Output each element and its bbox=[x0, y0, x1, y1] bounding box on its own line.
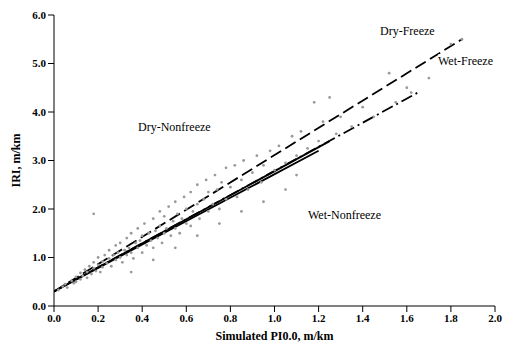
svg-text:0.0: 0.0 bbox=[47, 312, 61, 324]
svg-text:0.2: 0.2 bbox=[91, 312, 105, 324]
svg-text:0.6: 0.6 bbox=[179, 312, 193, 324]
html-text:Wet-Nonfreeze: Wet-Nonfreeze bbox=[308, 208, 381, 222]
svg-text:1.6: 1.6 bbox=[400, 312, 414, 324]
html-text:Dry-Freeze: Dry-Freeze bbox=[380, 24, 435, 38]
svg-text:1.0: 1.0 bbox=[32, 251, 46, 263]
svg-text:0.8: 0.8 bbox=[224, 312, 238, 324]
svg-text:3.0: 3.0 bbox=[32, 154, 46, 166]
svg-text:Simulated PI0.0, m/km: Simulated PI0.0, m/km bbox=[215, 329, 333, 343]
svg-text:2.0: 2.0 bbox=[32, 203, 46, 215]
svg-text:5.0: 5.0 bbox=[32, 57, 46, 69]
svg-text:IRI, m/km: IRI, m/km bbox=[9, 133, 23, 187]
svg-text:1.0: 1.0 bbox=[268, 312, 282, 324]
svg-text:4.0: 4.0 bbox=[32, 106, 46, 118]
svg-text:0.4: 0.4 bbox=[135, 312, 149, 324]
svg-text:6.0: 6.0 bbox=[32, 9, 46, 21]
svg-text:1.2: 1.2 bbox=[312, 312, 326, 324]
svg-text:1.8: 1.8 bbox=[444, 312, 458, 324]
html-text:Dry-Nonfreeze: Dry-Nonfreeze bbox=[138, 120, 211, 134]
svg-text:2.0: 2.0 bbox=[488, 312, 502, 324]
svg-text:0.0: 0.0 bbox=[32, 300, 46, 312]
html-text:Wet-Freeze: Wet-Freeze bbox=[438, 54, 493, 68]
svg-text:1.4: 1.4 bbox=[356, 312, 370, 324]
